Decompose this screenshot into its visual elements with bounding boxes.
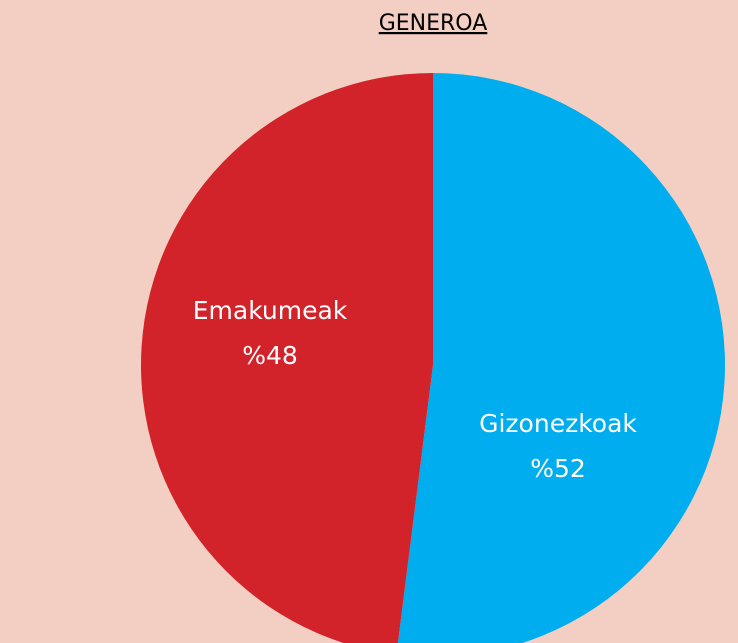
slice-value: %52 [530,454,586,483]
slice-label: Gizonezkoak [479,409,637,438]
slice-value: %48 [242,341,298,370]
pie-slice [141,73,433,643]
chart-title: GENEROA [379,11,488,36]
pie-slice [397,73,725,643]
slice-label: Emakumeak [193,296,348,325]
